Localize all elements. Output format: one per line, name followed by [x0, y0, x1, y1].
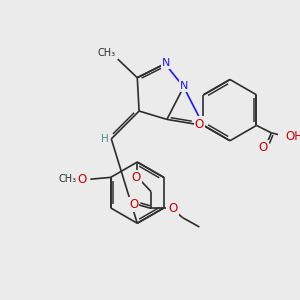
Text: O: O — [258, 141, 268, 154]
Text: O: O — [132, 171, 141, 184]
Text: OH: OH — [286, 130, 300, 143]
Text: O: O — [77, 173, 87, 186]
Text: O: O — [169, 202, 178, 215]
Text: CH₃: CH₃ — [58, 174, 76, 184]
Text: CH₃: CH₃ — [98, 48, 116, 58]
Text: H: H — [101, 134, 109, 144]
Text: N: N — [162, 58, 170, 68]
Text: O: O — [129, 198, 138, 211]
Text: O: O — [195, 118, 204, 130]
Text: N: N — [180, 81, 189, 91]
